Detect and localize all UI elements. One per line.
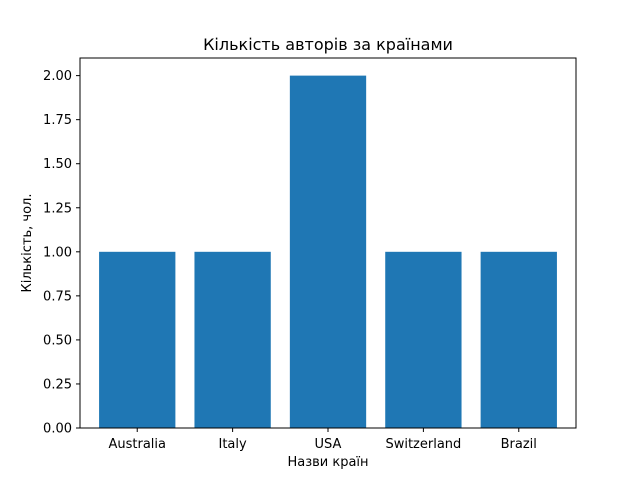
y-tick-label: 1.00 [43, 245, 72, 260]
x-axis-ticks: Australia Italy USA Switzerland Brazil [108, 428, 537, 452]
plot-frame [79, 57, 577, 429]
y-axis-label: Кількість, чол. [20, 194, 35, 293]
bar-italy [194, 251, 271, 428]
x-tick-label: Switzerland [385, 437, 461, 452]
x-tick-label: Australia [108, 437, 166, 452]
y-tick-label: 1.75 [43, 113, 72, 128]
bars-group [99, 75, 557, 429]
x-tick-label: Brazil [501, 437, 537, 452]
x-tick-label: Italy [219, 437, 248, 452]
bar-australia [99, 251, 176, 428]
chart-title: Кількість авторів за країнами [203, 35, 453, 54]
bar-switzerland [385, 251, 462, 428]
bar-brazil [480, 251, 557, 428]
y-tick-label: 0.75 [43, 289, 72, 304]
y-tick-label: 0.50 [43, 333, 72, 348]
x-axis-label: Назви країн [287, 455, 368, 470]
y-axis-ticks: 0.00 0.25 0.50 0.75 1.00 1.25 1.50 1.75 2.00 [43, 69, 80, 437]
y-tick-label: 1.50 [43, 157, 72, 172]
x-tick-label: USA [315, 437, 342, 452]
bar-usa [289, 75, 367, 429]
y-tick-label: 0.00 [43, 422, 72, 437]
y-tick-label: 0.25 [43, 377, 72, 392]
y-tick-label: 1.25 [43, 201, 72, 216]
y-tick-label: 2.00 [43, 69, 72, 84]
